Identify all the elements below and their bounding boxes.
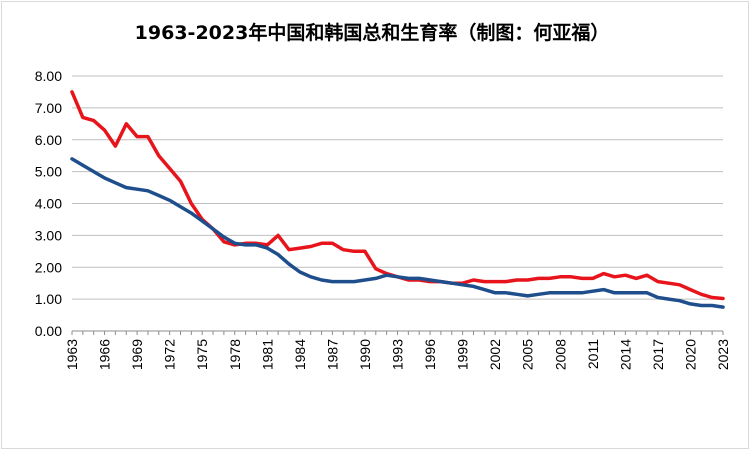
y-tick-label: 2.00 (35, 259, 62, 275)
y-tick-labels: 0.00 1.00 2.00 3.00 4.00 5.00 6.00 7.00 8.00 (35, 68, 62, 339)
axes (71, 330, 724, 335)
x-tick-label: 2011 (585, 339, 601, 369)
x-tick-label: 2002 (487, 339, 503, 370)
y-tick-label: 8.00 (35, 68, 62, 84)
x-tick-label: 1993 (390, 339, 406, 370)
gridlines (72, 75, 723, 300)
x-tick-label: 1975 (194, 339, 210, 370)
x-tick-label: 1966 (97, 339, 113, 370)
x-tick-label: 1969 (129, 339, 145, 370)
y-tick-label: 5.00 (35, 164, 62, 180)
x-tick-label: 1984 (292, 339, 308, 370)
x-tick-label: 1963 (64, 339, 80, 370)
x-tick-label: 2023 (715, 339, 731, 370)
series-lines (70, 90, 725, 309)
x-tick-labels: 1963 1966 1969 1972 1975 1978 1981 1984 1987 1990… (64, 339, 731, 370)
x-tick-label: 1996 (422, 339, 438, 370)
y-tick-label: 0.00 (35, 323, 62, 339)
chart-title: 1963-2023年中国和韩国总和生育率（制图：何亚福） (134, 22, 610, 44)
y-tick-label: 1.00 (35, 291, 62, 307)
y-tick-label: 4.00 (35, 196, 62, 212)
x-tick-label: 2008 (552, 339, 568, 370)
series-line-2 (70, 157, 725, 309)
y-tick-label: 3.00 (35, 227, 62, 243)
x-tick-label: 1999 (455, 339, 471, 370)
x-tick-label: 1990 (357, 339, 373, 370)
x-tick-label: 1972 (162, 339, 178, 370)
x-tick-label: 2005 (520, 339, 536, 370)
x-tick-label: 1987 (324, 339, 340, 370)
x-tick-label: 2020 (682, 339, 698, 370)
x-tick-label: 1981 (259, 339, 275, 370)
x-tick-label: 2017 (650, 339, 666, 370)
x-tick-label: 2014 (617, 339, 633, 370)
y-tick-label: 6.00 (35, 132, 62, 148)
y-tick-label: 7.00 (35, 100, 62, 116)
x-tick-label: 1978 (227, 339, 243, 370)
